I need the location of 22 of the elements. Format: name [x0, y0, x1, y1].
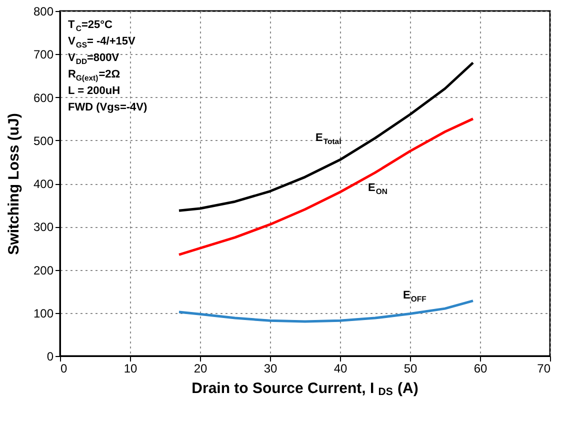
annotation: L = 200uH [68, 85, 120, 97]
x-tick-label: 20 [194, 362, 208, 376]
line-series [178, 62, 474, 212]
line-series [178, 118, 474, 256]
y-tick-label: 400 [33, 177, 54, 191]
x-tick-label: 50 [404, 362, 418, 376]
y-tick-label: 100 [33, 306, 54, 320]
x-tick-label: 10 [124, 362, 138, 376]
y-tick-label: 0 [46, 350, 54, 364]
x-tick-label: 70 [537, 362, 551, 376]
x-tick-label: 30 [264, 362, 278, 376]
y-tick-label: 600 [33, 90, 54, 105]
y-axis-title: Switching Loss (uJ) [5, 113, 22, 255]
x-tick-label: 0 [60, 362, 68, 376]
y-tick-label: 200 [33, 263, 54, 278]
annotation: FWD (Vgs=-4V) [68, 102, 148, 114]
y-tick-label: 500 [33, 134, 54, 148]
y-tick-label: 300 [33, 220, 54, 234]
x-tick-label: 60 [474, 362, 488, 376]
y-tick-label: 700 [33, 48, 54, 62]
y-tick-label: 800 [33, 4, 54, 18]
x-tick-label: 40 [334, 362, 348, 376]
